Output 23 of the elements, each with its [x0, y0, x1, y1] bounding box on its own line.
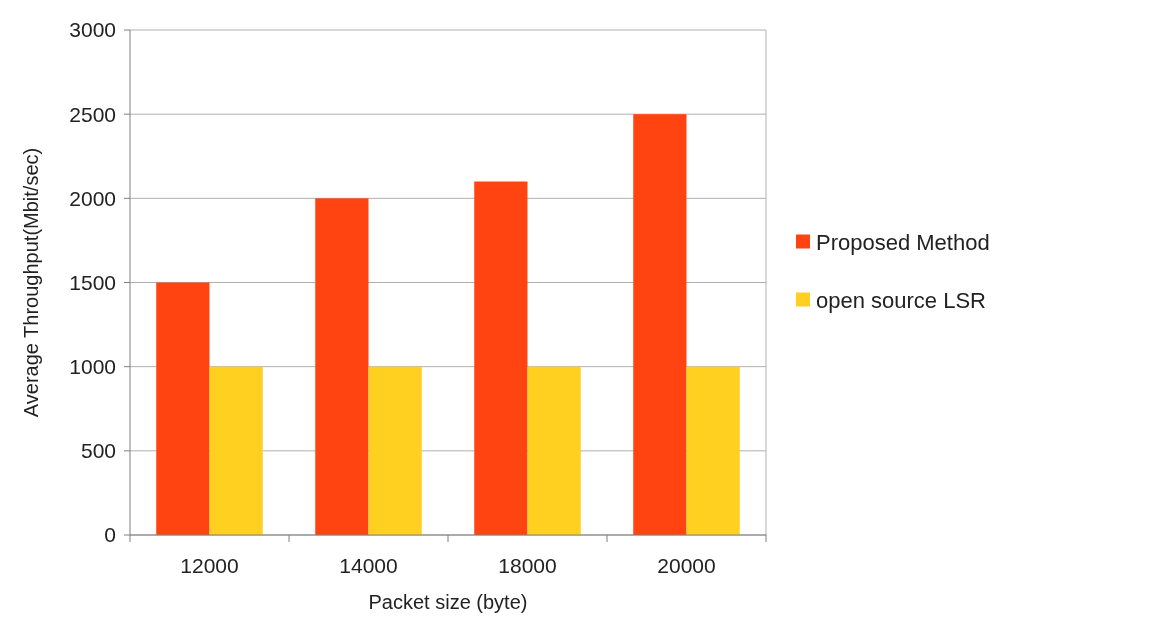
legend-label: open source LSR [816, 288, 986, 314]
x-tick-label: 12000 [180, 554, 239, 577]
y-tick-label: 500 [80, 439, 116, 463]
x-tick-label: 18000 [498, 554, 557, 577]
y-axis-title: Average Throughput(Mbit/sec) [20, 147, 42, 418]
bar [686, 366, 740, 535]
y-tick-label: 1500 [69, 270, 116, 294]
legend-label: Proposed Method [816, 230, 990, 256]
x-tick-label: 14000 [339, 554, 398, 577]
bar [315, 198, 369, 535]
bar [527, 366, 581, 535]
x-axis-title: Packet size (byte) [368, 591, 528, 613]
y-tick-label: 2000 [69, 186, 116, 210]
y-tick-label: 0 [104, 523, 116, 547]
bar [156, 282, 210, 535]
y-tick-label: 3000 [69, 18, 116, 42]
y-tick-label: 2500 [69, 102, 116, 126]
bar [368, 366, 422, 535]
y-tick-label: 1000 [69, 355, 116, 379]
bar [474, 181, 528, 535]
bar [209, 366, 263, 535]
bar [633, 114, 687, 535]
x-tick-label: 20000 [657, 554, 716, 577]
